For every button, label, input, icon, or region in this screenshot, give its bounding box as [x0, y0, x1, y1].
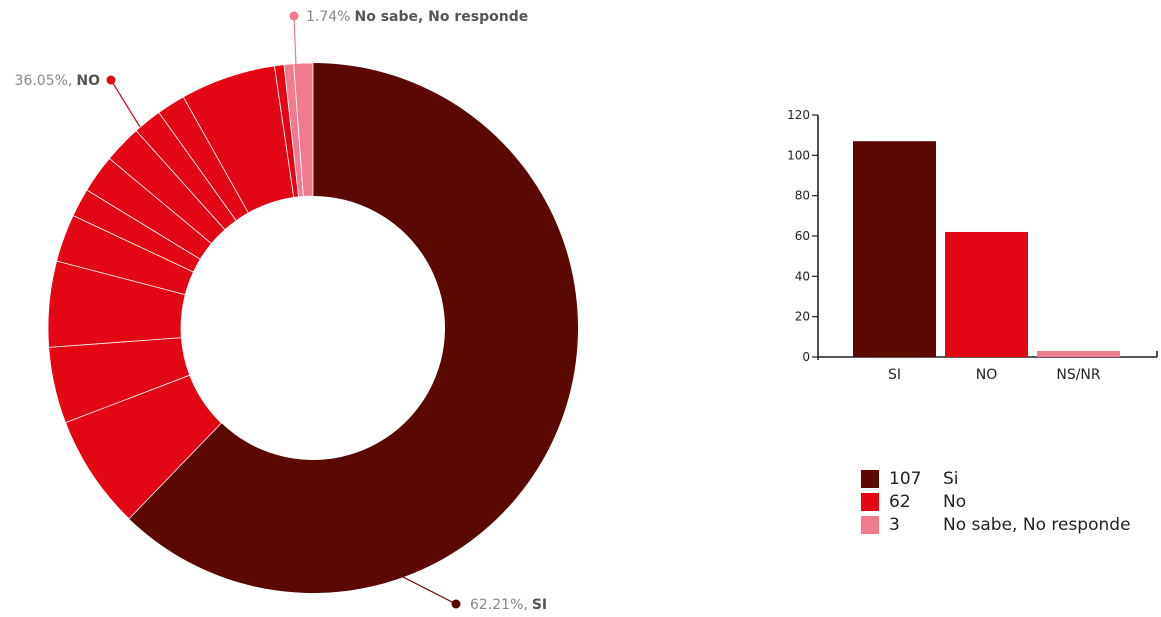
si-slice-label: 62.21%, SI	[470, 597, 547, 613]
no-slice-label: 36.05%, NO	[15, 73, 101, 89]
no-slice-percent: 36.05%,	[15, 73, 73, 89]
bar-no	[945, 231, 1028, 357]
bar-x-tick-label: NS/NR	[1056, 367, 1101, 383]
bar-y-tick-label: 60	[795, 229, 810, 243]
bar-y-tick-label: 20	[795, 310, 810, 324]
legend: 107 Si 62 No 3 No sabe, No responde	[861, 467, 1131, 536]
legend-swatch-nsnr	[861, 515, 879, 534]
nsnr-slice-percent: 1.74%	[306, 9, 350, 25]
legend-label-si: Si	[943, 468, 959, 489]
si-leader-line	[402, 576, 457, 605]
donut-slice-si	[129, 63, 579, 593]
bar-y-tick-label: 40	[795, 269, 810, 283]
no-slice-name: NO	[76, 73, 100, 89]
bar-x-tick-label: NO	[976, 367, 998, 383]
bar-chart: 0 20 40 60 80 100 120 SI NO NS/NR	[787, 108, 1158, 383]
legend-label-nsnr: No sabe, No responde	[943, 514, 1131, 535]
bar-y-tick-label: 0	[802, 350, 810, 364]
legend-value-no: 62	[889, 491, 911, 512]
legend-item-no: 62 No	[861, 490, 1131, 513]
legend-swatch-no	[861, 492, 879, 511]
bar-y-tick-label: 80	[795, 189, 810, 203]
donut-slice-no-sabe-no-responde-2	[293, 62, 314, 197]
nsnr-leader-dot	[289, 11, 299, 21]
legend-swatch-si	[861, 469, 879, 488]
bar-y-tick-label: 120	[787, 108, 810, 122]
si-slice-percent: 62.21%,	[470, 597, 528, 613]
si-slice-name: SI	[532, 597, 547, 613]
bar-y-tick-label: 100	[787, 148, 810, 162]
donut-chart	[47, 62, 579, 593]
nsnr-slice-label: 1.74% No sabe, No responde	[306, 9, 528, 25]
donut-labels: 36.05%, NO 1.74% No sabe, No responde 62.2…	[15, 9, 548, 613]
no-leader-line	[110, 79, 141, 128]
bar-x-tick-label: SI	[888, 367, 901, 383]
legend-value-nsnr: 3	[889, 514, 900, 535]
legend-label-no: No	[943, 491, 967, 512]
legend-item-si: 107 Si	[861, 467, 1131, 490]
nsnr-leader-line	[293, 15, 297, 67]
bar-si	[853, 141, 936, 357]
no-leader-dot	[106, 75, 116, 85]
bar-ns-nr	[1037, 350, 1120, 357]
legend-item-nsnr: 3 No sabe, No responde	[861, 513, 1131, 536]
si-leader-dot	[451, 599, 461, 609]
legend-value-si: 107	[889, 468, 922, 489]
nsnr-slice-name: No sabe, No responde	[354, 9, 528, 25]
